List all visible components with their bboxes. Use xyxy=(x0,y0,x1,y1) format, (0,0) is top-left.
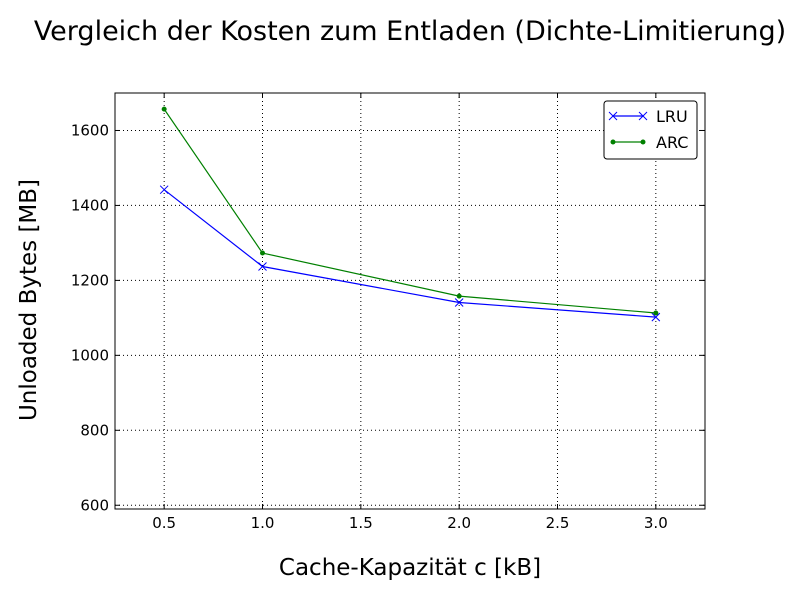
legend-marker-arc xyxy=(640,139,646,145)
chart-title: Vergleich der Kosten zum Entladen (Dicht… xyxy=(33,16,787,47)
data-point-arc xyxy=(653,310,659,316)
data-point-lru xyxy=(159,185,169,195)
y-tick-label: 800 xyxy=(80,421,109,439)
y-tick-label: 600 xyxy=(80,496,109,514)
series-line-lru xyxy=(163,189,656,318)
x-tick-label: 3.0 xyxy=(644,514,668,532)
x-tick-label: 2.0 xyxy=(447,514,471,532)
data-point-arc xyxy=(260,250,265,256)
legend-marker-lru xyxy=(638,111,648,121)
x-axis-label: Cache-Kapazität c [kB] xyxy=(278,555,542,581)
data-point-lru-stroke xyxy=(258,262,267,271)
y-tick-label: 1400 xyxy=(71,196,109,214)
legend-label-lru: LRU xyxy=(656,107,688,126)
x-tick-label: 2.5 xyxy=(546,514,570,532)
legend-marker-arc xyxy=(610,139,616,145)
y-tick-label: 1600 xyxy=(71,121,109,139)
x-tick-label: 1.0 xyxy=(251,514,275,532)
data-point-lru xyxy=(454,298,464,307)
legend-marker-lru xyxy=(608,111,618,121)
legend-label-arc: ARC xyxy=(656,133,688,152)
y-tick-label: 1000 xyxy=(71,346,109,364)
x-tick-label: 0.5 xyxy=(152,514,176,532)
data-point-lru xyxy=(258,262,267,271)
data-point-arc xyxy=(161,106,167,112)
x-tick-label: 1.5 xyxy=(349,514,373,532)
data-point-arc xyxy=(456,293,462,299)
data-point-lru-stroke xyxy=(454,298,464,307)
plot-frame xyxy=(114,92,706,510)
series-line-arc xyxy=(163,108,656,314)
y-tick-label: 1200 xyxy=(71,271,109,289)
data-point-lru-stroke xyxy=(651,312,661,322)
legend: LRU ARC xyxy=(603,100,698,160)
data-point-lru xyxy=(651,312,661,322)
data-point-lru-stroke xyxy=(159,185,169,195)
